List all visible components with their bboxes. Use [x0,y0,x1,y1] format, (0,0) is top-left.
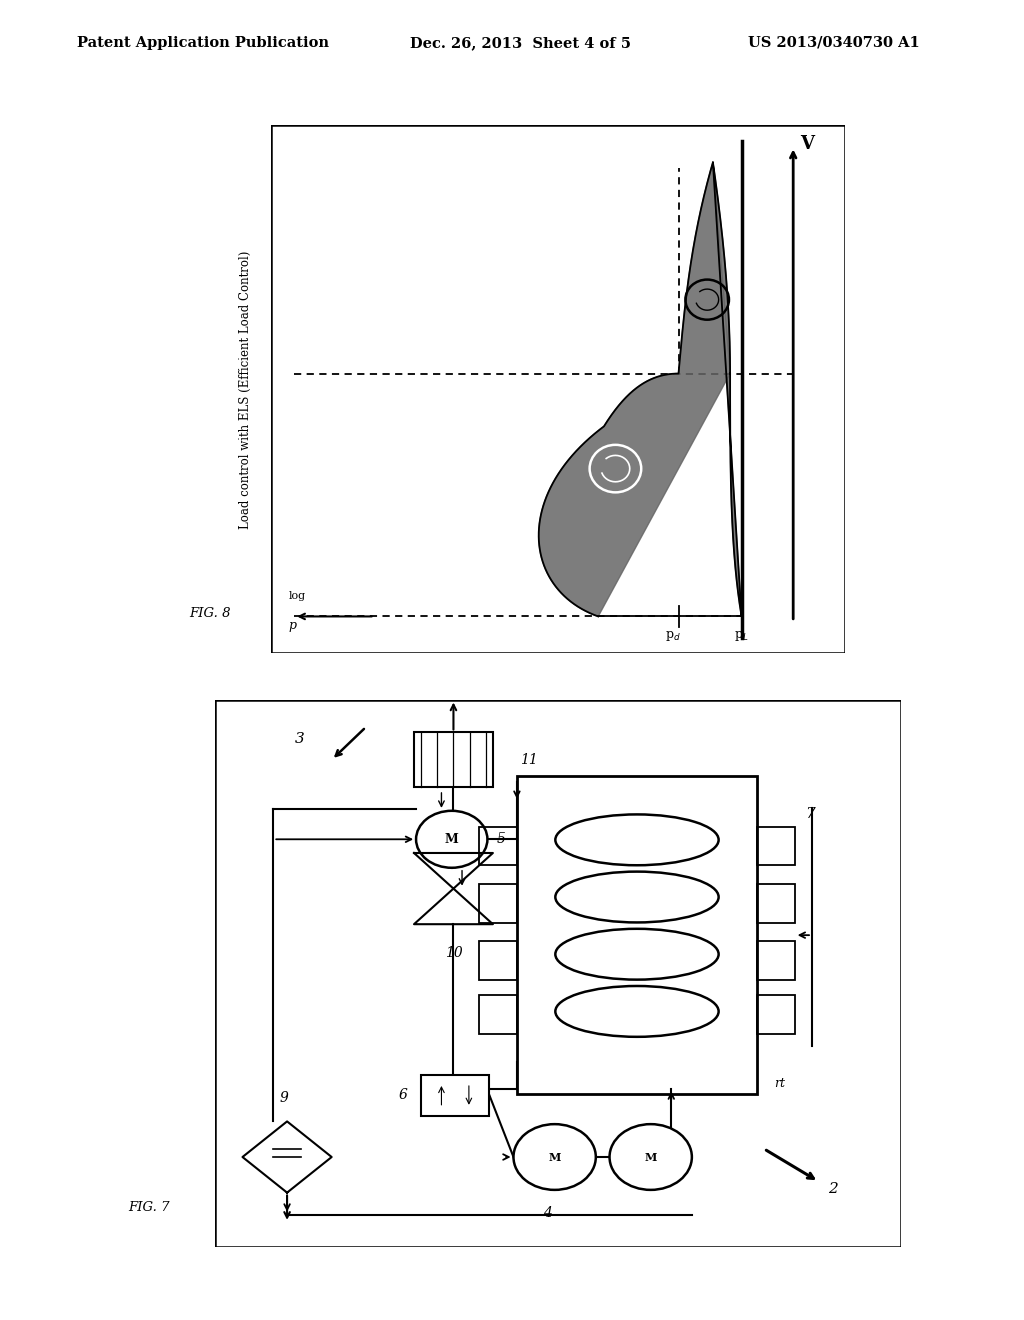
Text: Dec. 26, 2013  Sheet 4 of 5: Dec. 26, 2013 Sheet 4 of 5 [410,36,631,50]
Circle shape [513,1125,596,1189]
Bar [479,941,517,979]
Bar [517,776,757,1094]
Text: M: M [549,1151,561,1163]
Text: 6: 6 [398,1089,408,1102]
Circle shape [609,1125,692,1189]
Text: p$_L$: p$_L$ [734,628,749,643]
Bar [421,1074,489,1115]
Bar [757,941,795,979]
Text: p: p [289,619,297,632]
Text: Patent Application Publication: Patent Application Publication [77,36,329,50]
Text: 7: 7 [805,808,815,821]
Text: 3: 3 [295,733,304,746]
Bar [479,995,517,1034]
Text: US 2013/0340730 A1: US 2013/0340730 A1 [748,36,920,50]
Text: Load control with ELS (Efficient Load Control): Load control with ELS (Efficient Load Co… [240,251,252,528]
Text: 4: 4 [544,1206,552,1220]
Text: FIG. 8: FIG. 8 [189,607,231,620]
Text: 5: 5 [497,833,505,846]
Text: 11: 11 [520,752,538,767]
Text: M: M [444,833,459,846]
Bar [757,995,795,1034]
Text: 2: 2 [827,1181,838,1196]
Bar [479,828,517,866]
Circle shape [416,810,487,867]
Bar [757,828,795,866]
Text: log: log [289,590,306,601]
Bar [414,733,493,787]
Text: M: M [644,1151,656,1163]
Text: 9: 9 [280,1090,288,1105]
Bar [757,884,795,923]
Bar [479,884,517,923]
Text: 10: 10 [444,946,462,960]
Text: V: V [801,135,814,153]
Polygon shape [539,162,741,616]
Text: p$_d$: p$_d$ [665,628,681,643]
Text: FIG. 7: FIG. 7 [128,1201,170,1214]
Text: rt: rt [774,1077,785,1089]
